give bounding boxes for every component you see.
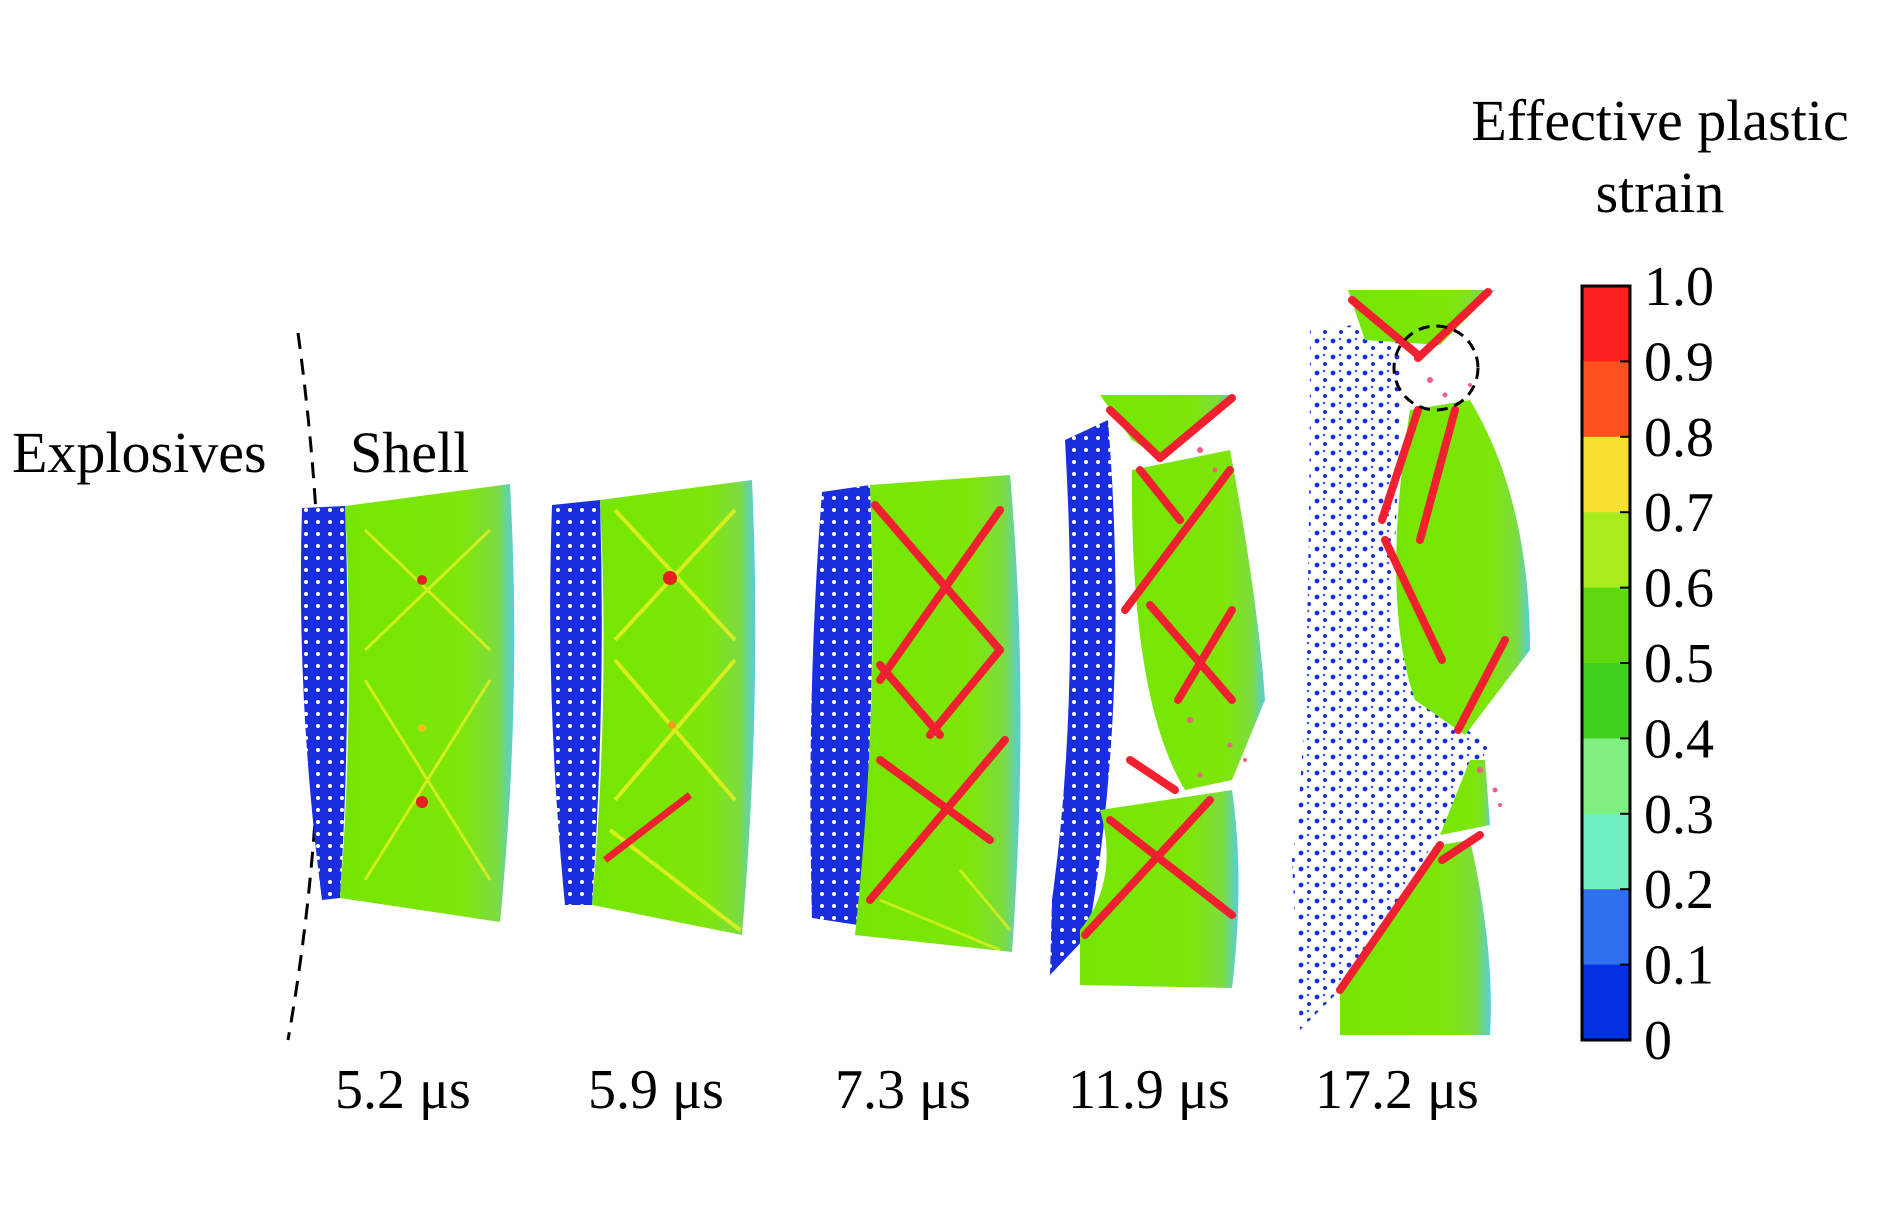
explosive-region bbox=[1050, 420, 1116, 975]
colorbar-swatches bbox=[1582, 286, 1630, 1041]
colorbar-swatch bbox=[1582, 361, 1630, 438]
colorbar-title-line1: Effective plastic bbox=[1471, 88, 1848, 153]
colorbar-tick-label: 0.8 bbox=[1644, 407, 1714, 469]
hot-spot bbox=[418, 724, 426, 732]
crack bbox=[602, 792, 693, 863]
time-label: 11.9 μs bbox=[1068, 1059, 1230, 1121]
explosives-label: Explosives bbox=[12, 420, 267, 485]
time-label: 17.2 μs bbox=[1315, 1059, 1479, 1121]
explosive-region bbox=[1292, 320, 1490, 1030]
colorbar-tick-label: 0 bbox=[1644, 1010, 1672, 1072]
colorbar: Effective plastic strain 1.0 0.9 0.8 0.7 0.6… bbox=[1471, 88, 1848, 1072]
colorbar-tick-label: 0.9 bbox=[1644, 331, 1714, 393]
colorbar-swatch bbox=[1582, 436, 1630, 513]
explosive-region bbox=[300, 506, 348, 900]
colorbar-tick-label: 1.0 bbox=[1644, 256, 1714, 318]
shell-fragment bbox=[1100, 395, 1232, 458]
colorbar-tick-label: 0.7 bbox=[1644, 482, 1714, 544]
shear-bands bbox=[879, 869, 1012, 952]
colorbar-swatch bbox=[1582, 889, 1630, 966]
frame-7-3us: 7.3 μs bbox=[810, 475, 1021, 1121]
shell-fragment bbox=[592, 480, 756, 935]
colorbar-swatch bbox=[1582, 813, 1630, 890]
hot-spot bbox=[417, 575, 427, 585]
time-label: 5.2 μs bbox=[335, 1059, 471, 1121]
colorbar-swatch bbox=[1582, 964, 1630, 1041]
shell-fragment bbox=[340, 484, 515, 922]
colorbar-ticks: 1.0 0.9 0.8 0.7 0.6 0.5 0.4 0.3 0.2 0.1 0 bbox=[1620, 256, 1714, 1072]
shell-fragment bbox=[1440, 760, 1490, 835]
colorbar-swatch bbox=[1582, 587, 1630, 664]
time-label: 7.3 μs bbox=[835, 1059, 971, 1121]
shear-bands bbox=[363, 528, 492, 881]
frame-11-9us: 11.9 μs bbox=[1050, 394, 1265, 1121]
colorbar-tick-label: 0.3 bbox=[1644, 784, 1714, 846]
frame-17-2us: 17.2 μs bbox=[1292, 288, 1530, 1121]
frame-5-9us: 5.9 μs bbox=[550, 480, 756, 1121]
cracks bbox=[1336, 288, 1509, 994]
shell-fragment bbox=[1131, 450, 1265, 790]
frame-5-2us: 5.2 μs bbox=[300, 484, 515, 1121]
debris-particles bbox=[1187, 447, 1247, 778]
cracks bbox=[1081, 394, 1236, 939]
highlight-circle bbox=[1392, 324, 1480, 412]
colorbar-tick-label: 0.1 bbox=[1644, 935, 1714, 997]
explosive-region bbox=[810, 485, 873, 925]
colorbar-tick-label: 0.2 bbox=[1644, 859, 1714, 921]
colorbar-swatch bbox=[1582, 738, 1630, 815]
shell-fragment bbox=[855, 475, 1021, 952]
hot-spot bbox=[668, 721, 676, 729]
colorbar-swatch bbox=[1582, 512, 1630, 589]
interface-dashed-line bbox=[286, 332, 323, 1041]
colorbar-tick-label: 0.4 bbox=[1644, 708, 1714, 770]
colorbar-tick-label: 0.5 bbox=[1644, 633, 1714, 695]
shell-fragment bbox=[1080, 790, 1239, 988]
shell-fragment bbox=[1340, 840, 1491, 1035]
shell-fragment bbox=[1396, 400, 1530, 735]
colorbar-swatch bbox=[1582, 286, 1630, 362]
debris-particles bbox=[1427, 377, 1502, 807]
cracks bbox=[866, 501, 1009, 904]
time-label: 5.9 μs bbox=[588, 1059, 724, 1121]
colorbar-swatch bbox=[1582, 663, 1630, 739]
colorbar-tick-label: 0.6 bbox=[1644, 558, 1714, 620]
explosive-region bbox=[550, 500, 602, 905]
colorbar-title-line2: strain bbox=[1596, 160, 1725, 225]
hot-spot bbox=[416, 796, 428, 808]
shell-label: Shell bbox=[350, 420, 469, 485]
hot-spot bbox=[663, 571, 677, 585]
